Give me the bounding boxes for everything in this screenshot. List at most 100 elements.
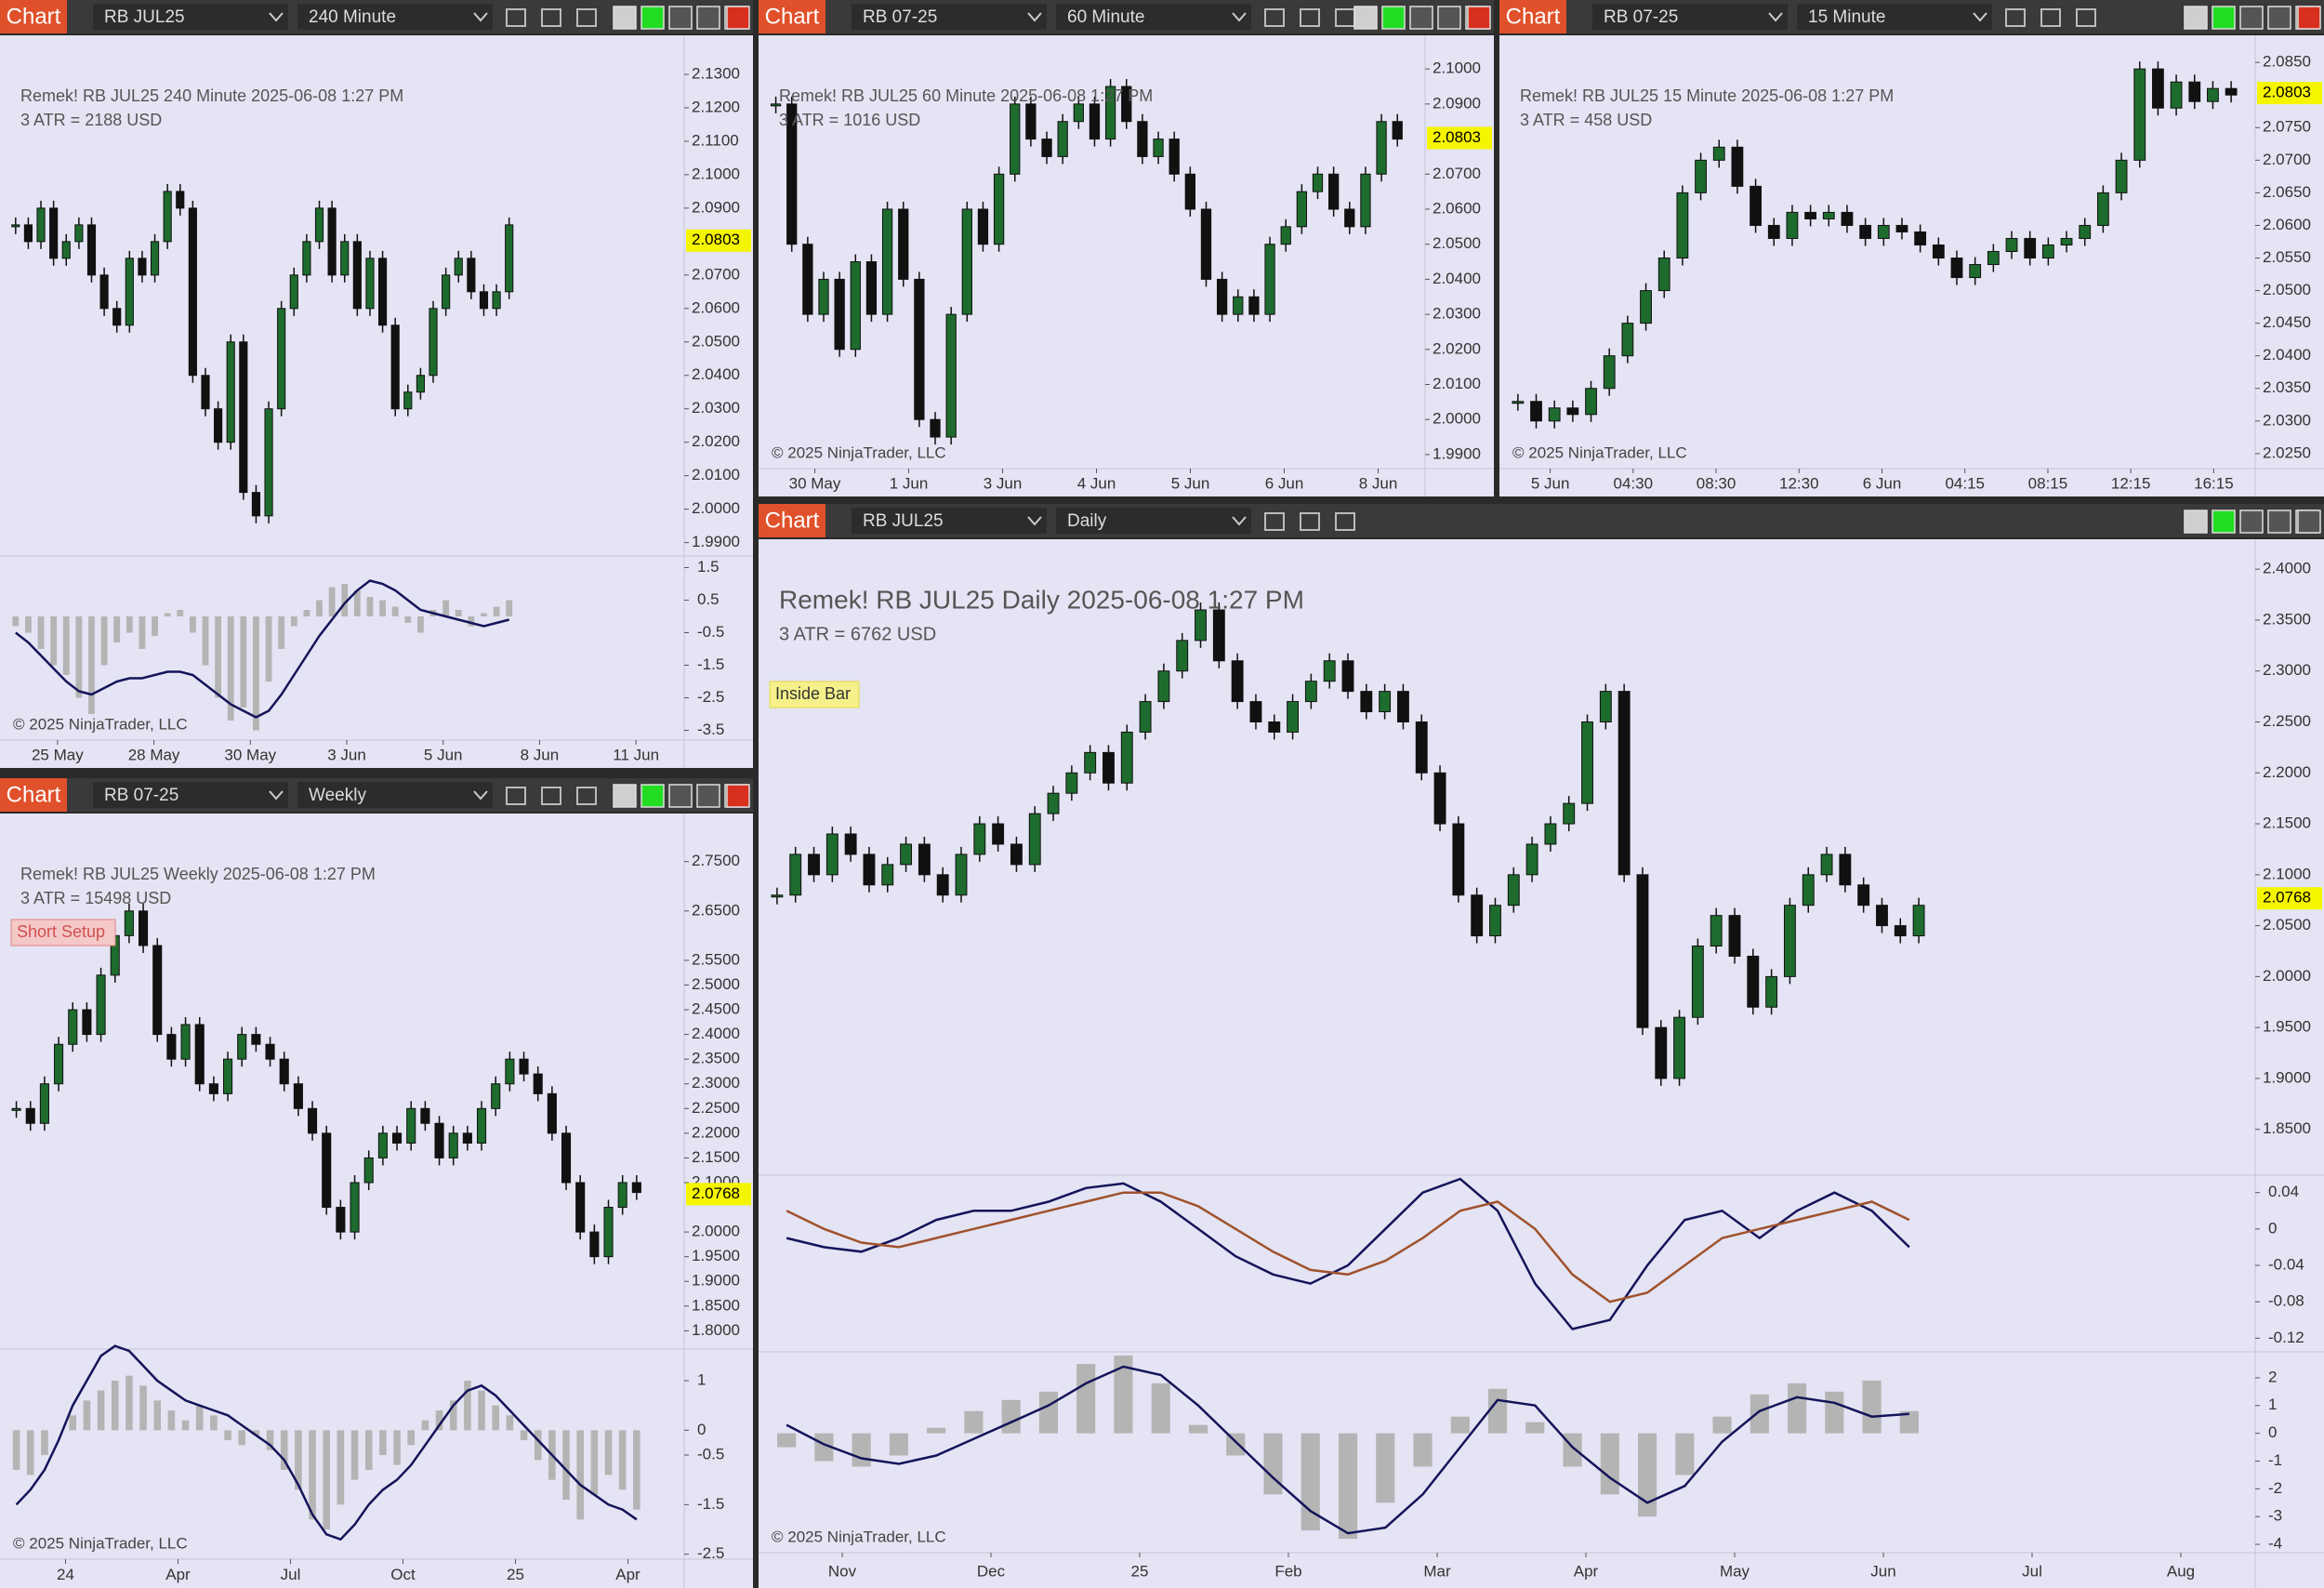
interval-selector[interactable] <box>297 782 493 808</box>
window-button[interactable] <box>640 784 665 808</box>
window-button[interactable] <box>613 6 637 30</box>
toolbar-icon[interactable] <box>1300 8 1320 27</box>
candle-body <box>1139 701 1152 733</box>
candle-body <box>1822 211 1835 219</box>
chart-tab-label: Chart <box>765 508 820 533</box>
price-tick-label: 2.7500 <box>692 852 740 869</box>
histogram-bar <box>435 1410 443 1431</box>
interval-label: Daily <box>1067 511 1107 531</box>
chart-tab[interactable] <box>0 0 67 33</box>
window-button[interactable] <box>2212 6 2236 30</box>
window-button[interactable] <box>613 784 637 808</box>
window-button[interactable] <box>2184 6 2208 30</box>
candle-body <box>391 1132 403 1144</box>
chart-tab[interactable] <box>1499 0 1566 33</box>
close-button[interactable] <box>726 6 750 30</box>
interval-selector[interactable] <box>1797 4 1992 30</box>
candle-body <box>2024 237 2037 259</box>
window-button[interactable] <box>1381 6 1406 30</box>
window-button[interactable] <box>696 6 720 30</box>
chart-tab[interactable] <box>0 778 67 812</box>
candle-body <box>208 1083 218 1094</box>
toolbar-icon[interactable] <box>541 787 561 805</box>
instrument-selector[interactable] <box>93 4 288 30</box>
chart-title: Remek! RB JUL25 Daily 2025-06-08 1:27 PM <box>779 585 1304 614</box>
candle-body <box>416 375 425 393</box>
candle-body <box>1657 258 1670 292</box>
window-button[interactable] <box>2212 509 2236 534</box>
candle-body <box>1728 915 1741 957</box>
histogram-bar <box>964 1410 984 1434</box>
toolbar-icon[interactable] <box>2005 8 2026 27</box>
time-label: 8 Jun <box>521 746 560 763</box>
chart-title: Remek! RB JUL25 15 Minute 2025-06-08 1:2… <box>1520 86 1894 105</box>
window-button[interactable] <box>1409 6 1433 30</box>
window-button[interactable] <box>2239 509 2264 534</box>
time-label: 11 Jun <box>613 746 659 763</box>
histogram-bar <box>421 1420 429 1431</box>
window-button[interactable] <box>640 6 665 30</box>
interval-selector[interactable] <box>1056 4 1251 30</box>
candle-body <box>39 1083 49 1124</box>
candle-body <box>603 1207 614 1258</box>
toolbar-icon[interactable] <box>506 787 526 805</box>
window-button[interactable] <box>2184 509 2208 534</box>
toolbar-icon[interactable] <box>541 8 561 27</box>
osc-tick-label: 0 <box>697 1421 706 1438</box>
toolbar-icon[interactable] <box>1264 512 1285 531</box>
window-button[interactable] <box>2239 6 2264 30</box>
instrument-selector[interactable] <box>1592 4 1788 30</box>
histogram-bar <box>215 616 222 698</box>
price-tick-label: 2.0600 <box>2263 216 2311 233</box>
candle-body <box>163 191 172 243</box>
histogram-bar <box>393 1430 401 1465</box>
histogram-bar <box>125 616 133 633</box>
histogram-bar <box>506 1415 514 1431</box>
window-button[interactable] <box>696 784 720 808</box>
toolbar-icon[interactable] <box>506 8 526 27</box>
toolbar-icon[interactable] <box>576 8 597 27</box>
osc-line <box>786 1191 1910 1303</box>
instrument-selector[interactable] <box>852 4 1047 30</box>
close-button[interactable] <box>2297 6 2321 30</box>
candle-body <box>448 1132 458 1158</box>
histogram-bar <box>252 1430 260 1436</box>
time-label: 25 <box>507 1566 524 1583</box>
toolbar-icon[interactable] <box>576 787 597 805</box>
histogram-bar <box>364 1430 373 1470</box>
close-button[interactable] <box>2297 509 2321 534</box>
close-button[interactable] <box>726 784 750 808</box>
atr-label: 3 ATR = 2188 USD <box>20 111 162 129</box>
window-button[interactable] <box>1437 6 1461 30</box>
instrument-selector[interactable] <box>852 508 1047 534</box>
osc-tick-label: -0.5 <box>697 1445 724 1462</box>
chart-tab[interactable] <box>759 0 825 33</box>
copyright: © 2025 NinjaTrader, LLC <box>13 715 188 733</box>
interval-selector[interactable] <box>297 4 493 30</box>
candle-body <box>1379 691 1392 713</box>
window-button[interactable] <box>2267 509 2291 534</box>
chart-window: Chart RB 07-25 15 Minute 2.0850 2.0750 2.0700… <box>1499 0 2324 496</box>
close-button[interactable] <box>1467 6 1491 30</box>
price-tick-label: 2.3500 <box>692 1050 740 1067</box>
toolbar-icon[interactable] <box>1264 8 1285 27</box>
candle-body <box>825 833 838 876</box>
histogram-bar <box>391 606 399 616</box>
window-button[interactable] <box>668 784 693 808</box>
chart-tab[interactable] <box>759 504 825 537</box>
interval-selector[interactable] <box>1056 508 1251 534</box>
histogram-bar <box>1376 1433 1395 1503</box>
toolbar-icon[interactable] <box>2040 8 2061 27</box>
candle-body <box>365 258 375 310</box>
window-button[interactable] <box>1353 6 1378 30</box>
instrument-selector[interactable] <box>93 782 288 808</box>
toolbar-icon[interactable] <box>1335 512 1355 531</box>
toolbar-icon[interactable] <box>2076 8 2096 27</box>
candle-body <box>973 823 986 855</box>
time-label: Jul <box>281 1566 301 1583</box>
toolbar-icon[interactable] <box>1300 512 1320 531</box>
window-button[interactable] <box>2267 6 2291 30</box>
osc-line <box>786 1365 1909 1535</box>
window-button[interactable] <box>668 6 693 30</box>
histogram-bar <box>1263 1433 1283 1495</box>
